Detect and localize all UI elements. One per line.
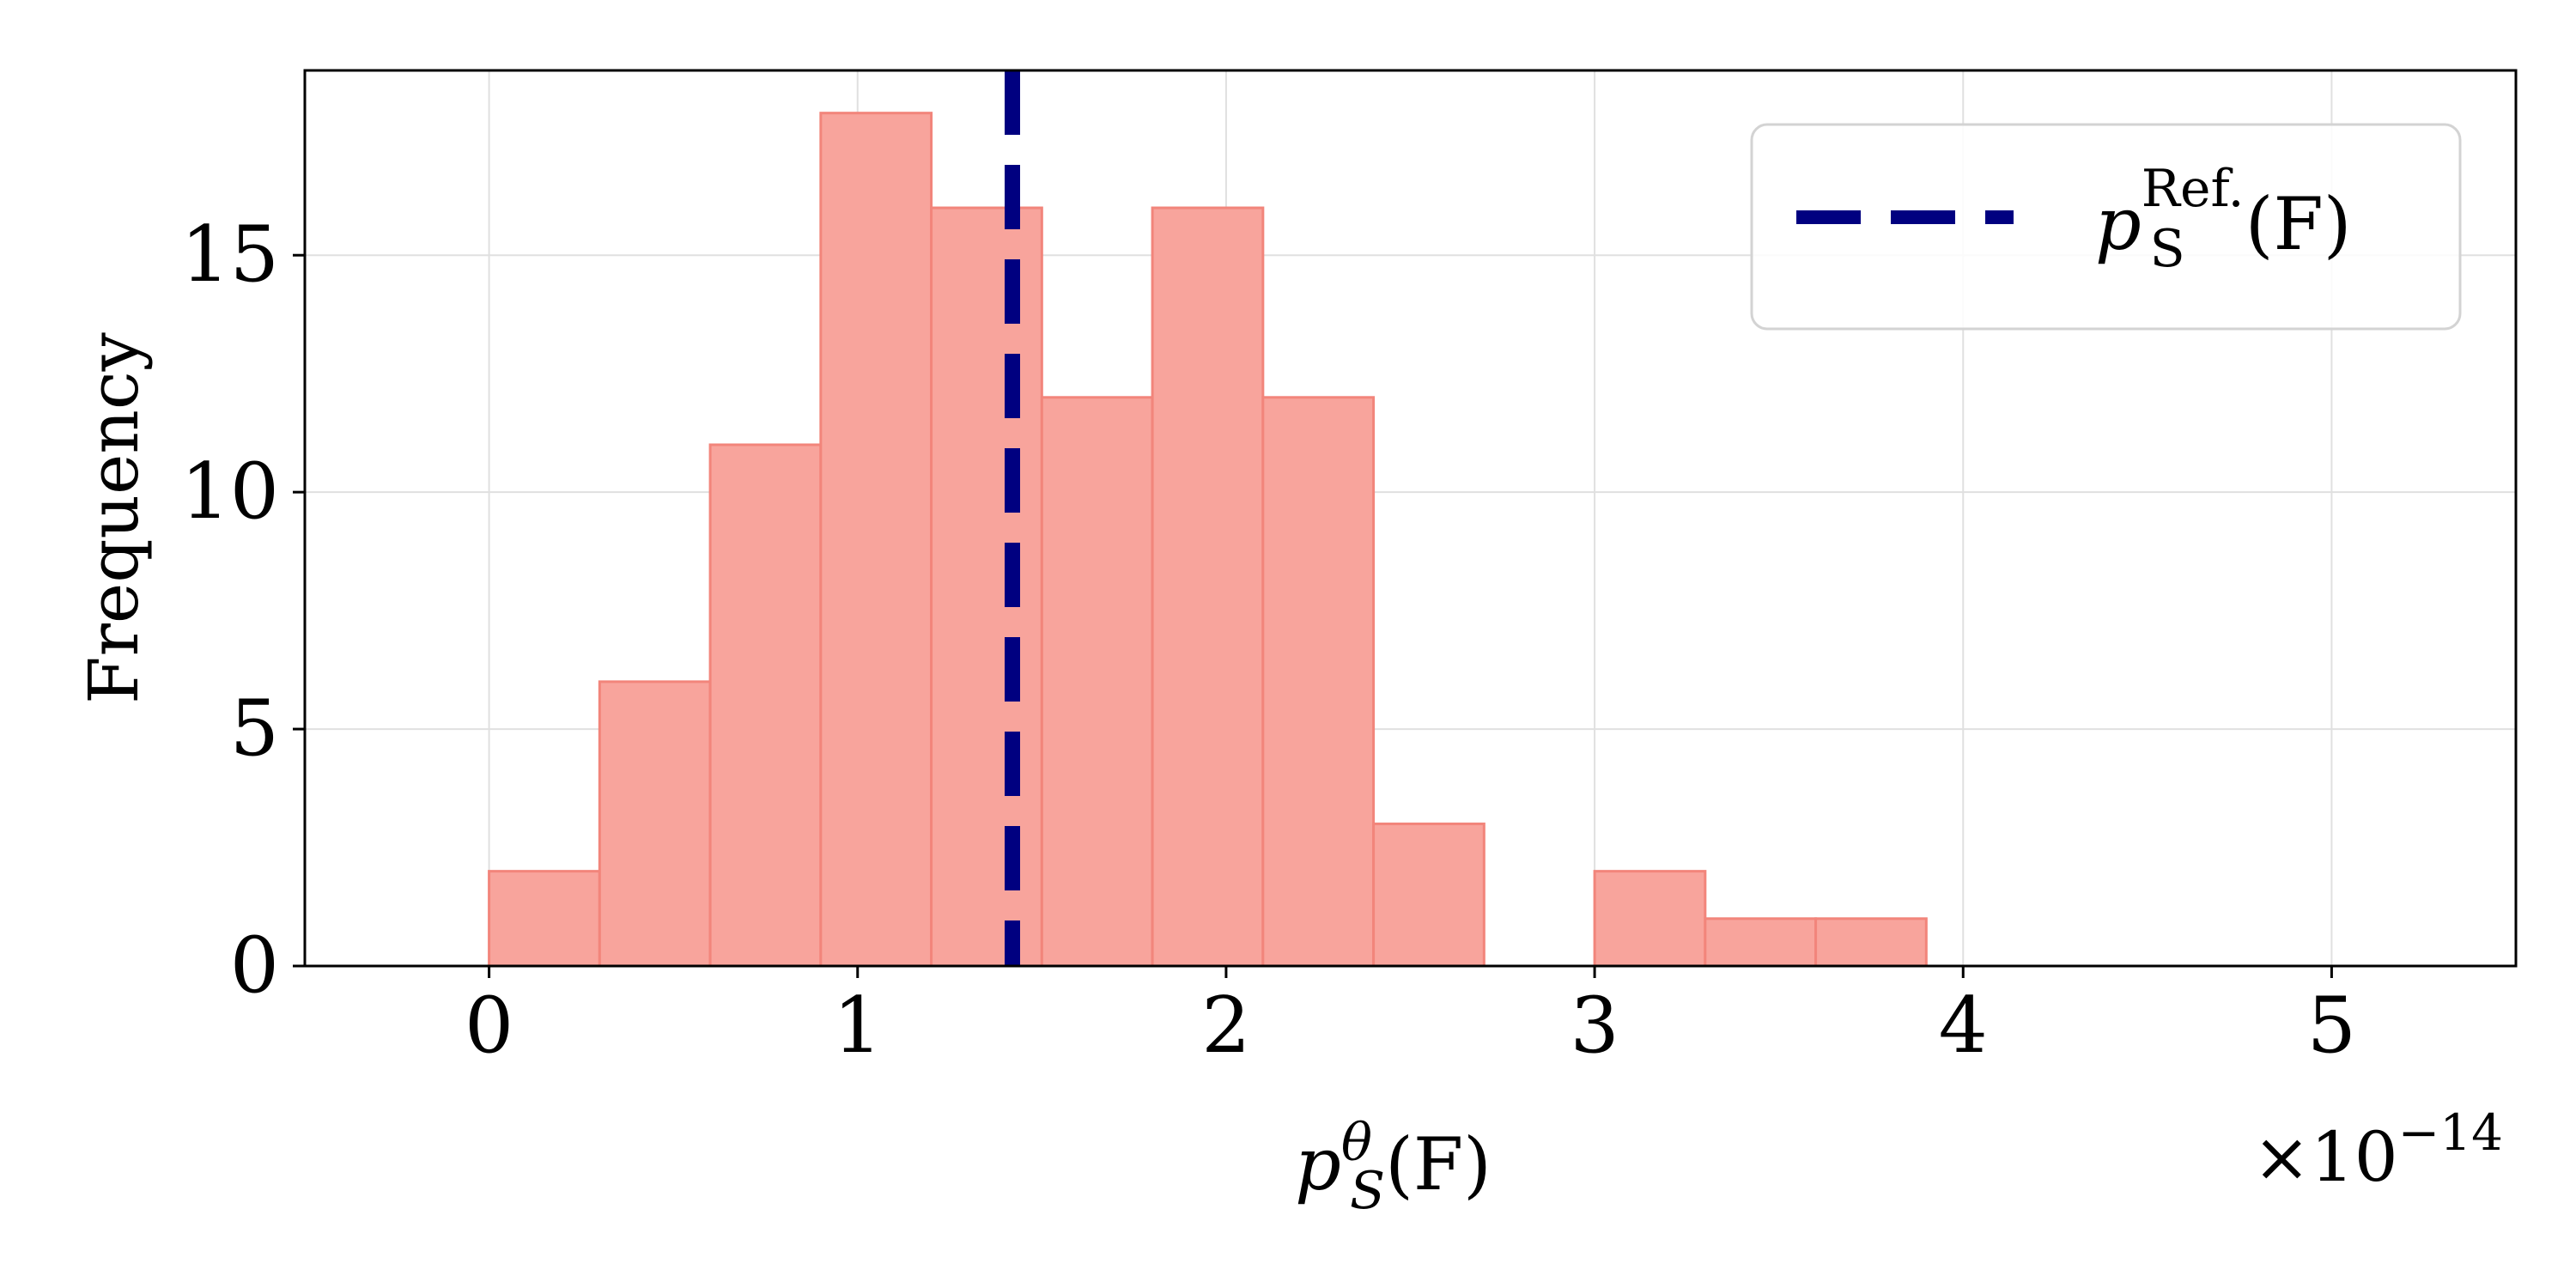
legend-label-reference: pRef. S (F) (2095, 159, 2352, 279)
legend-box (1750, 123, 2462, 331)
histogram-bar (598, 680, 712, 968)
x-axis-label: pθ S(F) (1295, 1113, 1492, 1221)
histogram-bar (1261, 396, 1376, 968)
legend-label-superscript: Ref. (2142, 159, 2245, 219)
plot-frame (303, 69, 2518, 968)
x-tick-label: 1 (833, 981, 882, 1071)
y-tick-label: 5 (230, 683, 279, 774)
x-axis-label-subscript: S (1350, 1161, 1385, 1221)
histogram-bar (1704, 917, 1818, 968)
y-axis-label: Frequency (74, 332, 154, 704)
histogram-bar (930, 206, 1043, 968)
histogram-bar (708, 443, 823, 968)
histogram-bars (488, 112, 1928, 968)
legend-label-subscript: S (2150, 219, 2185, 279)
x-axis-label-base: p (1295, 1122, 1341, 1206)
histogram-bar (1814, 917, 1928, 968)
histogram-bar (1151, 206, 1265, 968)
histogram-bar (1593, 870, 1707, 968)
x-tick-label: 3 (1570, 981, 1619, 1071)
legend-label-tail: (F) (2245, 182, 2352, 266)
histogram-bar (1372, 822, 1485, 968)
x-tick-label: 0 (465, 981, 513, 1071)
legend-label-base: p (2095, 182, 2142, 266)
x-tick-label: 2 (1201, 981, 1250, 1071)
x-tick-label: 5 (2307, 981, 2356, 1071)
histogram-bar (1040, 396, 1154, 968)
x-axis-label-tail: (F) (1385, 1122, 1492, 1206)
histogram-bar (488, 870, 601, 968)
y-tick-label: 0 (230, 920, 279, 1011)
y-tick-label: 10 (180, 447, 279, 537)
legend: pRef. S (F) (1750, 123, 2462, 331)
histogram-bar (819, 112, 933, 968)
x-tick-label: 4 (1939, 981, 1988, 1071)
axis-ticks: 0 1 2 3 4 5 0 5 10 15 (180, 210, 2356, 1071)
x-axis-multiplier-base: ×10 (2253, 1117, 2398, 1197)
x-axis-multiplier-exponent: −14 (2398, 1103, 2503, 1162)
x-axis-multiplier: ×10−14 (2253, 1103, 2503, 1197)
y-tick-label: 15 (180, 210, 279, 300)
x-axis-label-superscript: θ (1341, 1113, 1372, 1173)
